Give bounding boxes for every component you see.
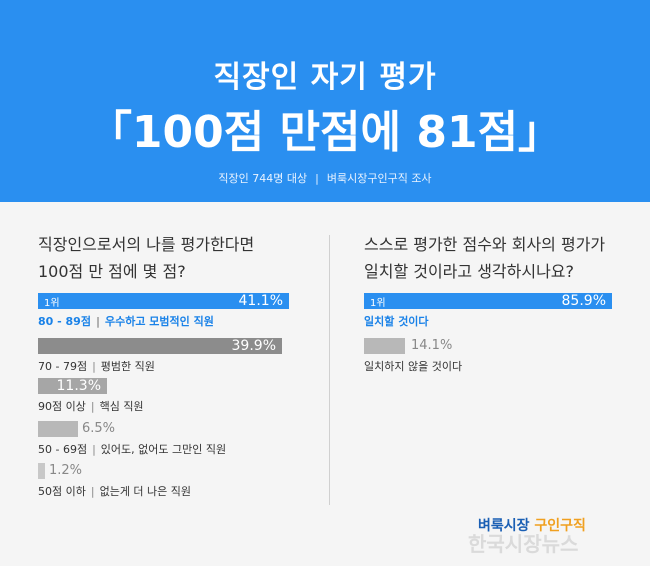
category-description: 평범한 직원	[100, 360, 155, 373]
bar-2	[364, 338, 405, 354]
left-question-line1: 직장인으로서의 나를 평가한다면	[38, 235, 255, 254]
bar-value-label: 6.5%	[82, 421, 116, 436]
survey-target: 직장인 744명 대상	[218, 172, 308, 185]
watermark: 한국시장뉴스	[468, 532, 579, 556]
category-label: 50 - 69점 | 있어도, 없어도 그만인 직원	[38, 441, 226, 457]
bar-value-label: 85.9%	[561, 293, 606, 309]
bar-value-label: 41.1%	[238, 293, 283, 309]
bar-value-label: 11.3%	[56, 378, 101, 394]
category-range: 80 - 89점	[38, 315, 91, 328]
category-description: 핵심 직원	[99, 400, 144, 413]
bar-4	[38, 421, 78, 437]
separator: |	[92, 443, 96, 456]
category-label: 80 - 89점 | 우수하고 모범적인 직원	[38, 313, 214, 329]
right-question: 스스로 평가한 점수와 회사의 평가가 일치할 것이라고 생각하시나요?	[364, 231, 605, 285]
separator: |	[315, 172, 319, 185]
rank-label: 1위	[370, 298, 386, 309]
panel-divider	[329, 235, 330, 505]
separator: |	[90, 400, 95, 413]
right-question-line1: 스스로 평가한 점수와 회사의 평가가	[364, 235, 606, 254]
category-label: 90점 이상 | 핵심 직원	[38, 398, 144, 414]
bar-value-label: 1.2%	[49, 463, 83, 478]
survey-source: 벼룩시장구인구직 조사	[326, 172, 432, 185]
category-range: 70 - 79점	[38, 360, 88, 373]
category-description: 우수하고 모범적인 직원	[105, 315, 214, 328]
category-range: 90점 이상	[38, 400, 86, 413]
category-description: 있어도, 없어도 그만인 직원	[100, 443, 227, 456]
bar-1: 1위 85.9%	[364, 293, 612, 309]
brand-logo: 벼룩시장 구인구직	[478, 515, 586, 535]
bar-3: 11.3%	[38, 378, 107, 394]
left-question: 직장인으로서의 나를 평가한다면 100점 만 점에 몇 점?	[38, 231, 254, 285]
right-panel	[330, 202, 650, 566]
bar-2: 39.9%	[38, 338, 282, 354]
brand-logo-right: 구인구직	[534, 518, 586, 534]
left-question-line2: 100점 만 점에 몇 점?	[38, 262, 186, 281]
bar-value-label: 39.9%	[231, 338, 276, 354]
category-description: 없는게 더 나은 직원	[99, 485, 192, 498]
separator: |	[90, 485, 95, 498]
right-question-line2: 일치할 것이라고 생각하시나요?	[364, 262, 575, 281]
headline-score: 「100점 만점에 81점」	[87, 107, 563, 158]
separator: |	[95, 315, 100, 328]
brand-logo-left: 벼룩시장	[478, 518, 530, 534]
category-label: 70 - 79점 | 평범한 직원	[38, 358, 155, 374]
bar-value-label: 14.1%	[411, 338, 453, 353]
header-banner: 직장인 자기 평가 「100점 만점에 81점」 직장인 744명 대상 | 벼룩시…	[0, 0, 650, 202]
bar-1: 1위 41.1%	[38, 293, 289, 309]
survey-subtitle: 직장인 744명 대상 | 벼룩시장구인구직 조사	[0, 170, 650, 186]
category-range: 50 - 69점	[38, 443, 88, 456]
category-label: 일치하지 않을 것이다	[364, 360, 463, 373]
bar-5	[38, 463, 45, 479]
category-range: 50점 이하	[38, 485, 86, 498]
rank-label: 1위	[44, 298, 60, 309]
category-label: 일치할 것이다	[364, 315, 429, 328]
page-title: 직장인 자기 평가	[213, 60, 437, 95]
category-label: 50점 이하 | 없는게 더 나은 직원	[38, 483, 191, 499]
separator: |	[92, 360, 96, 373]
